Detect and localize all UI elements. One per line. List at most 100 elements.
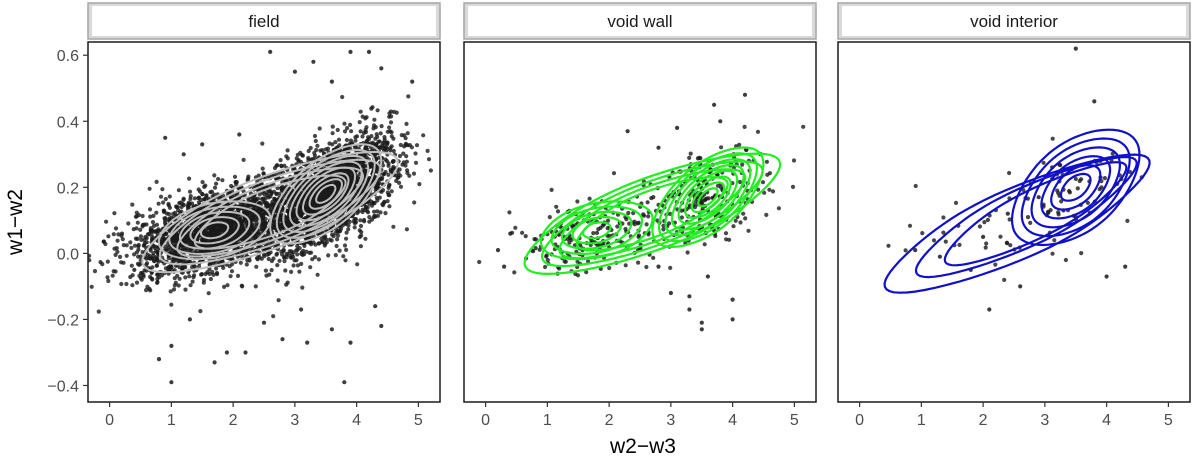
data-point xyxy=(575,273,581,278)
data-point xyxy=(396,171,401,176)
data-point xyxy=(355,262,360,267)
data-point xyxy=(171,256,176,261)
data-point xyxy=(260,141,265,146)
data-point xyxy=(764,212,769,217)
data-point xyxy=(279,225,284,230)
data-point xyxy=(360,114,365,119)
data-point xyxy=(230,262,235,267)
data-point xyxy=(364,115,369,120)
data-point xyxy=(241,236,246,241)
data-point xyxy=(591,231,596,236)
density-contour xyxy=(275,148,376,239)
data-point xyxy=(163,218,168,223)
data-point xyxy=(111,232,116,237)
data-point xyxy=(340,94,345,100)
data-point xyxy=(149,276,154,281)
data-point xyxy=(286,252,291,257)
data-point xyxy=(358,218,363,223)
data-point xyxy=(156,201,161,206)
data-point xyxy=(181,152,186,157)
data-point xyxy=(145,232,150,237)
data-point xyxy=(743,216,748,221)
data-point xyxy=(668,265,673,270)
data-point xyxy=(397,153,403,159)
data-point xyxy=(130,202,135,207)
data-point xyxy=(313,255,318,260)
data-point xyxy=(124,281,129,287)
data-point xyxy=(183,259,188,264)
facet-strip-label: void wall xyxy=(607,12,672,31)
data-point xyxy=(334,243,339,249)
data-point xyxy=(150,220,156,225)
data-point xyxy=(298,203,303,208)
data-point xyxy=(266,256,271,262)
data-point xyxy=(163,196,168,202)
data-point xyxy=(770,189,776,194)
data-point xyxy=(554,204,559,209)
data-point xyxy=(147,207,153,212)
data-point xyxy=(345,126,350,131)
data-point xyxy=(266,251,271,256)
data-point xyxy=(719,145,724,150)
data-point xyxy=(329,79,334,84)
data-point xyxy=(367,176,372,181)
data-point xyxy=(513,225,518,230)
data-point xyxy=(668,290,674,296)
data-point xyxy=(259,256,264,261)
data-point xyxy=(137,273,142,278)
data-point xyxy=(271,314,276,319)
data-point xyxy=(549,187,554,192)
data-point xyxy=(374,132,379,137)
data-point xyxy=(386,192,391,197)
facet-strips: field void wall void interior xyxy=(87,2,1191,40)
data-point xyxy=(328,191,333,196)
data-point xyxy=(292,258,297,263)
data-point xyxy=(229,269,235,274)
data-point xyxy=(147,186,152,191)
density-contour xyxy=(288,160,363,228)
data-point xyxy=(199,272,204,277)
data-point xyxy=(113,252,118,257)
data-point xyxy=(135,220,140,225)
data-point xyxy=(272,165,278,171)
data-point xyxy=(387,111,392,116)
data-point xyxy=(333,140,338,145)
data-point xyxy=(196,187,201,192)
data-point xyxy=(119,231,125,236)
data-point xyxy=(344,230,349,235)
data-point xyxy=(187,189,193,194)
data-point xyxy=(212,185,218,190)
data-point xyxy=(547,215,552,220)
data-point xyxy=(313,242,318,247)
data-point xyxy=(357,120,362,125)
data-point xyxy=(278,158,283,163)
data-point xyxy=(100,262,105,267)
data-point xyxy=(742,92,748,97)
data-point xyxy=(275,163,280,168)
data-point xyxy=(156,357,162,362)
density-contour xyxy=(168,205,261,255)
data-point xyxy=(651,195,656,200)
data-point xyxy=(502,264,507,269)
data-point xyxy=(208,276,213,282)
data-point xyxy=(214,266,219,271)
data-point xyxy=(358,109,363,114)
data-point xyxy=(311,59,316,64)
data-point xyxy=(201,277,207,283)
data-point xyxy=(282,163,287,168)
data-point xyxy=(373,304,378,309)
data-point xyxy=(755,129,761,134)
facet-strip-inner xyxy=(468,6,812,36)
data-point xyxy=(187,274,192,279)
density-contour xyxy=(308,178,343,210)
data-point xyxy=(256,207,261,212)
data-point xyxy=(184,247,189,252)
data-point xyxy=(563,259,568,264)
data-point xyxy=(228,223,233,228)
data-point xyxy=(112,211,117,216)
data-point xyxy=(118,254,123,259)
data-point xyxy=(160,187,165,192)
data-point xyxy=(181,203,186,208)
data-point xyxy=(733,218,738,223)
